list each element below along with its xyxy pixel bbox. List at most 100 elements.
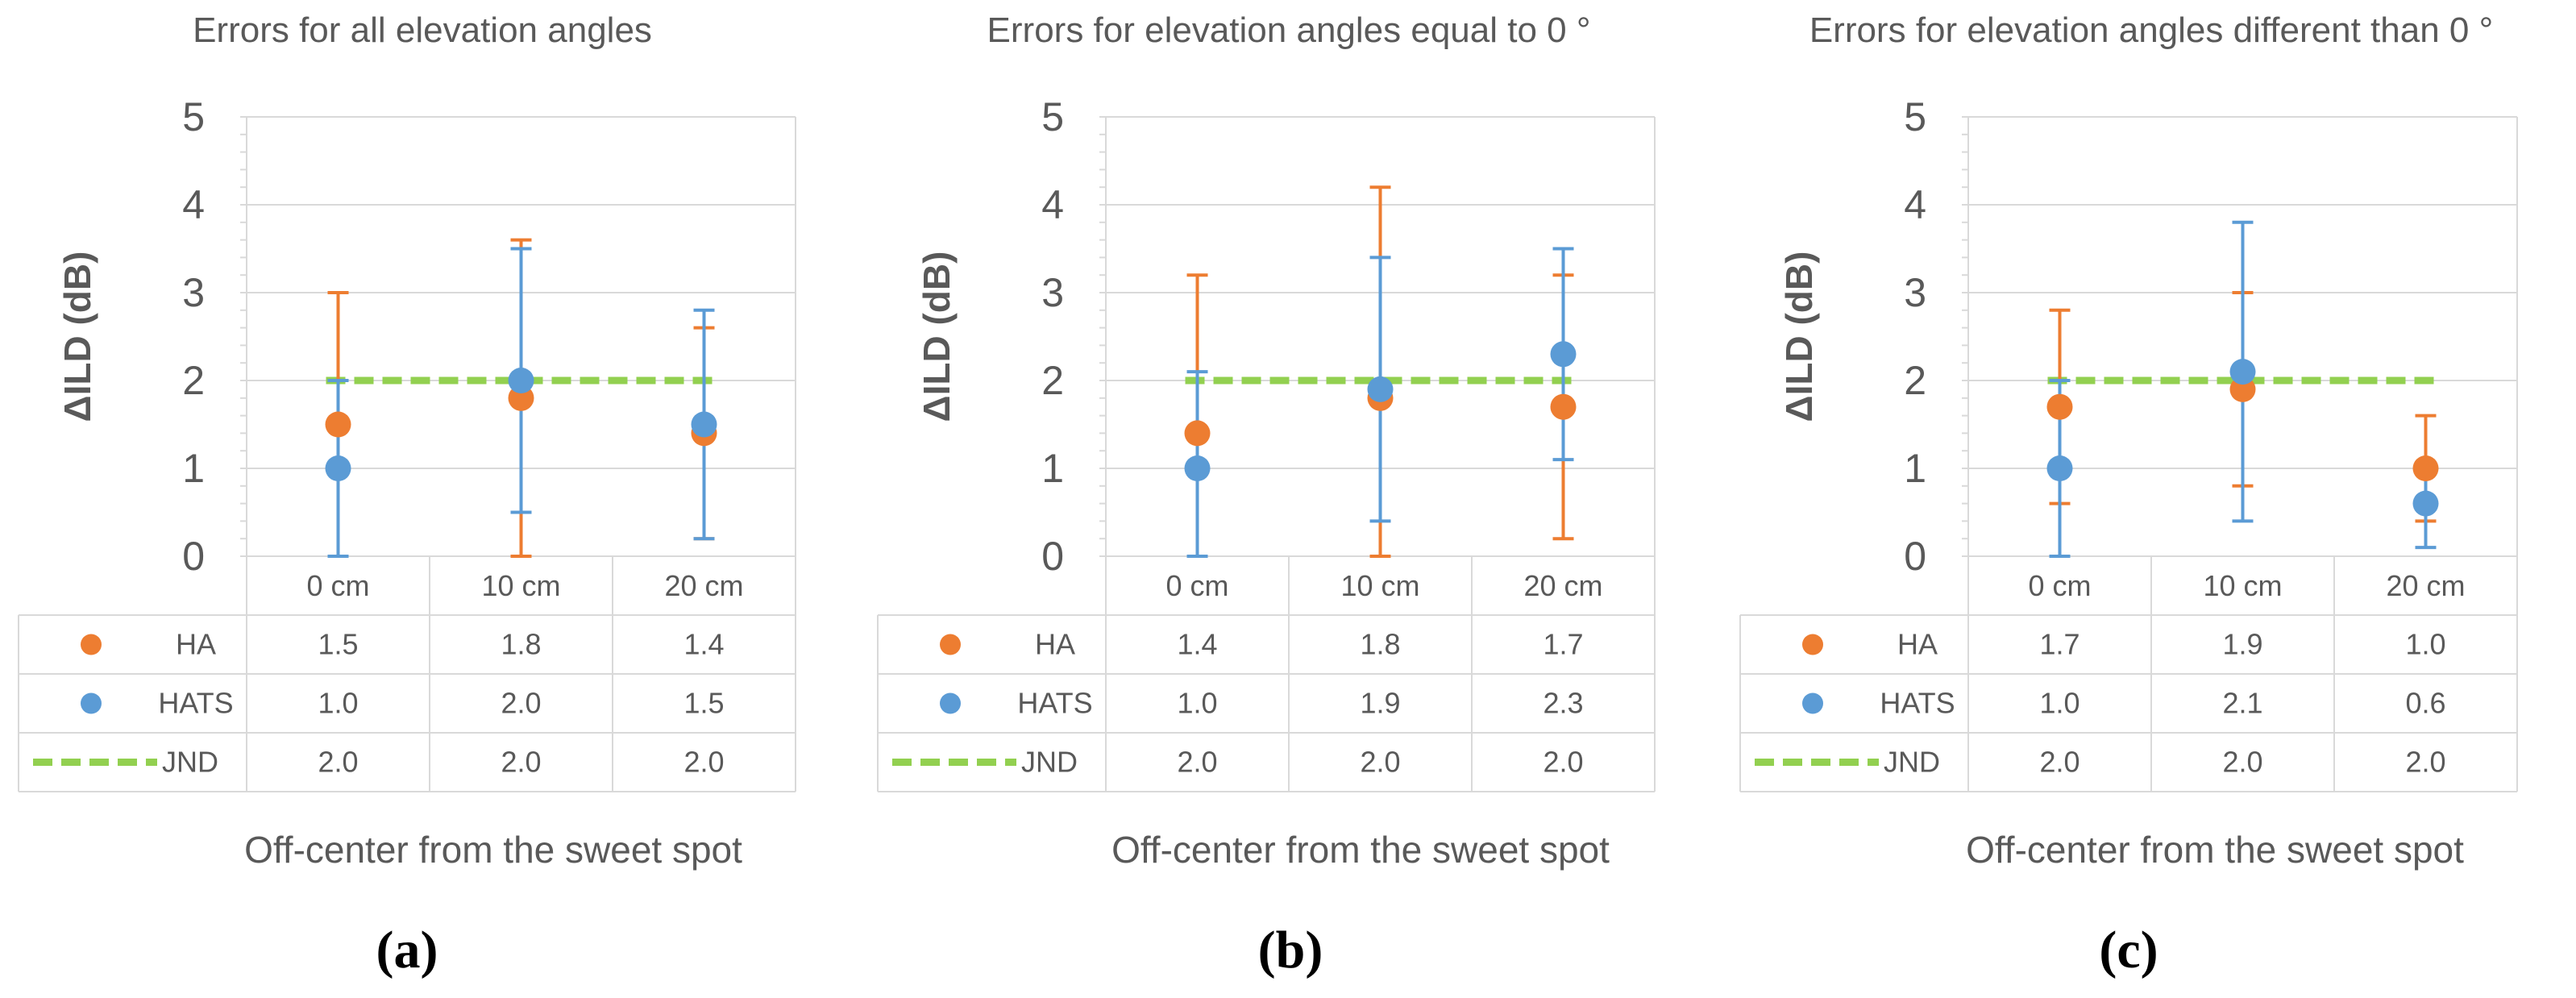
y-axis-label: ΔILD (dB) [56, 252, 98, 422]
y-axis-label: ΔILD (dB) [916, 252, 958, 422]
x-axis-label: Off-center from the sweet spot [1111, 829, 1610, 871]
x-tick-label: 20 cm [664, 569, 743, 602]
x-axis-label: Off-center from the sweet spot [244, 829, 742, 871]
y-tick-label: 0 [1041, 534, 1064, 579]
y-tick-label: 1 [1041, 446, 1064, 491]
panel-label: (b) [1258, 921, 1323, 979]
chart-title: Errors for all elevation angles [193, 10, 652, 50]
hats-point [2229, 359, 2256, 385]
legend-label: HATS [1017, 687, 1092, 720]
legend-label: HA [1897, 628, 1938, 661]
ha-point [2412, 455, 2439, 481]
legend-ha-circle-marker-icon [940, 634, 961, 655]
table-value: 1.4 [683, 628, 724, 661]
x-axis-label: Off-center from the sweet spot [1966, 829, 2464, 871]
chart-title: Errors for elevation angles different th… [1809, 10, 2493, 50]
y-tick-label: 4 [1041, 182, 1064, 227]
ha-point [1184, 420, 1211, 447]
x-tick-label: 0 cm [306, 569, 369, 602]
hats-point [1550, 341, 1577, 368]
y-tick-label: 5 [1041, 94, 1064, 139]
ha-point [1550, 393, 1577, 420]
hats-point [691, 411, 717, 438]
table-value: 2.0 [501, 746, 541, 779]
y-axis-label: ΔILD (dB) [1778, 252, 1820, 422]
hats-point [2046, 455, 2073, 481]
legend-label: HATS [1880, 687, 1955, 720]
hats-point [508, 368, 534, 393]
table-value: 2.0 [1543, 746, 1583, 779]
table-value: 1.0 [1177, 687, 1217, 720]
table-value: 1.0 [318, 687, 358, 720]
table-value: 0.6 [2405, 687, 2445, 720]
chart-panel-1: Errors for all elevation angles 0 1 2 3 4 5 ΔIL… [18, 10, 796, 979]
y-tick-label: 0 [1904, 534, 1926, 579]
x-tick-label: 0 cm [2028, 569, 2091, 602]
table-value: 2.0 [2222, 746, 2262, 779]
hats-point [1367, 376, 1394, 402]
table-value: 1.8 [501, 628, 541, 661]
table-value: 1.0 [2405, 628, 2445, 661]
x-tick-label: 20 cm [1523, 569, 1602, 602]
legend-ha-circle-marker-icon [1802, 634, 1823, 655]
x-tick-label: 0 cm [1165, 569, 1228, 602]
table-value: 2.0 [2405, 746, 2445, 779]
hats-point [2412, 490, 2439, 517]
y-tick-label: 3 [182, 270, 205, 315]
y-tick-label: 5 [1904, 94, 1926, 139]
y-tick-label: 2 [1041, 358, 1064, 403]
chart-panel-3: Errors for elevation angles different th… [1739, 10, 2518, 979]
ha-point [325, 411, 351, 438]
legend-hats-circle-marker-icon [1802, 692, 1823, 714]
legend-ha-circle-marker-icon [81, 634, 102, 655]
x-tick-label: 10 cm [1340, 569, 1419, 602]
hats-point [325, 455, 351, 481]
y-tick-label: 1 [1904, 446, 1926, 491]
legend-hats-circle-marker-icon [940, 692, 961, 714]
hats-point [1184, 455, 1211, 481]
chart-title: Errors for elevation angles equal to 0 ° [987, 10, 1591, 50]
panel-label: (c) [2099, 921, 2158, 979]
table-value: 2.0 [1177, 746, 1217, 779]
table-value: 2.0 [318, 746, 358, 779]
y-tick-label: 2 [1904, 358, 1926, 403]
y-tick-label: 4 [182, 182, 205, 227]
y-tick-label: 2 [182, 358, 205, 403]
panel-label: (a) [376, 921, 438, 979]
x-tick-label: 10 cm [481, 569, 560, 602]
x-tick-label: 20 cm [2386, 569, 2465, 602]
legend-label: HATS [158, 687, 233, 720]
table-value: 1.9 [1360, 687, 1400, 720]
legend-label: HA [176, 628, 216, 661]
table-value: 2.0 [501, 687, 541, 720]
table-value: 2.0 [683, 746, 724, 779]
y-tick-label: 3 [1904, 270, 1926, 315]
y-tick-label: 3 [1041, 270, 1064, 315]
table-value: 1.4 [1177, 628, 1217, 661]
table-value: 1.5 [683, 687, 724, 720]
table-value: 1.5 [318, 628, 358, 661]
table-value: 2.3 [1543, 687, 1583, 720]
ha-point [2046, 393, 2073, 420]
table-value: 1.7 [2039, 628, 2079, 661]
legend-label: HA [1035, 628, 1075, 661]
table-value: 1.7 [1543, 628, 1583, 661]
table-value: 1.9 [2222, 628, 2262, 661]
y-tick-label: 0 [182, 534, 205, 579]
legend-label: JND [1884, 746, 1940, 779]
y-tick-label: 1 [182, 446, 205, 491]
table-value: 2.0 [2039, 746, 2079, 779]
legend-label: JND [1021, 746, 1078, 779]
table-value: 1.0 [2039, 687, 2079, 720]
chart-panel-2: Errors for elevation angles equal to 0 °… [877, 10, 1656, 979]
y-tick-label: 5 [182, 94, 205, 139]
table-value: 2.0 [1360, 746, 1400, 779]
table-value: 2.1 [2222, 687, 2262, 720]
x-tick-label: 10 cm [2203, 569, 2282, 602]
legend-label: JND [162, 746, 218, 779]
y-tick-label: 4 [1904, 182, 1926, 227]
legend-hats-circle-marker-icon [81, 692, 102, 714]
table-value: 1.8 [1360, 628, 1400, 661]
